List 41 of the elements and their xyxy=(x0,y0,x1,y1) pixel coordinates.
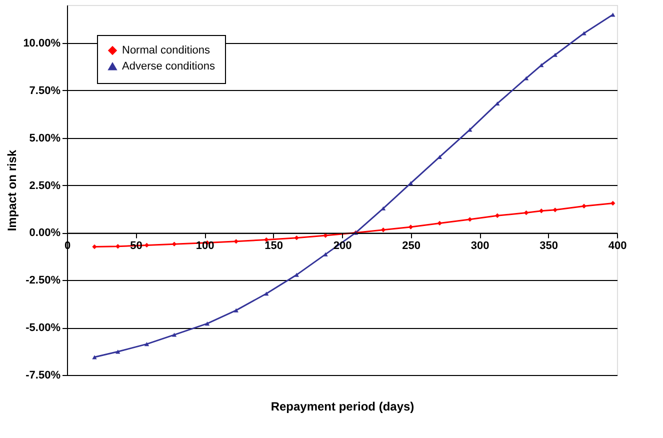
point xyxy=(144,242,150,248)
point xyxy=(92,244,97,250)
y-tick-label: 2.50% xyxy=(29,180,61,192)
point xyxy=(116,244,120,249)
y-tick-label: -5.00% xyxy=(26,322,61,334)
point xyxy=(610,200,616,206)
y-tick-label: 7.50% xyxy=(29,84,61,97)
x-tick-label: 400 xyxy=(608,240,627,252)
legend-label: Normal conditions xyxy=(122,44,211,56)
point xyxy=(204,322,210,326)
legend-label: Adverse conditions xyxy=(122,60,216,72)
point xyxy=(468,217,472,222)
point xyxy=(294,272,299,277)
point xyxy=(552,208,558,212)
x-tick-label: 300 xyxy=(470,240,490,252)
y-tick-label: -2.50% xyxy=(26,274,61,287)
point xyxy=(495,101,500,106)
point xyxy=(582,31,586,36)
x-tick-label: 150 xyxy=(264,240,283,252)
y-tick-label: 0.00% xyxy=(29,227,61,240)
point xyxy=(264,292,269,296)
x-axis-title: Repayment period (days) xyxy=(270,400,414,414)
point xyxy=(172,332,177,337)
x-tick-label: 100 xyxy=(196,240,214,252)
point xyxy=(294,235,299,240)
x-tick-label: 250 xyxy=(402,240,420,252)
y-axis-title: Impact on risk xyxy=(5,149,20,232)
y-tick-label: 5.00% xyxy=(29,132,61,144)
y-tick-label: -7.50% xyxy=(26,370,61,382)
point xyxy=(380,228,386,232)
x-tick-label: 350 xyxy=(540,240,558,252)
point xyxy=(524,210,529,216)
point xyxy=(495,213,500,218)
point xyxy=(234,239,238,244)
point xyxy=(234,308,238,312)
point xyxy=(323,233,328,238)
point xyxy=(437,220,442,226)
point xyxy=(582,204,586,208)
point xyxy=(144,342,150,346)
point xyxy=(323,252,328,256)
y-tick-label: 10.00% xyxy=(23,37,61,50)
